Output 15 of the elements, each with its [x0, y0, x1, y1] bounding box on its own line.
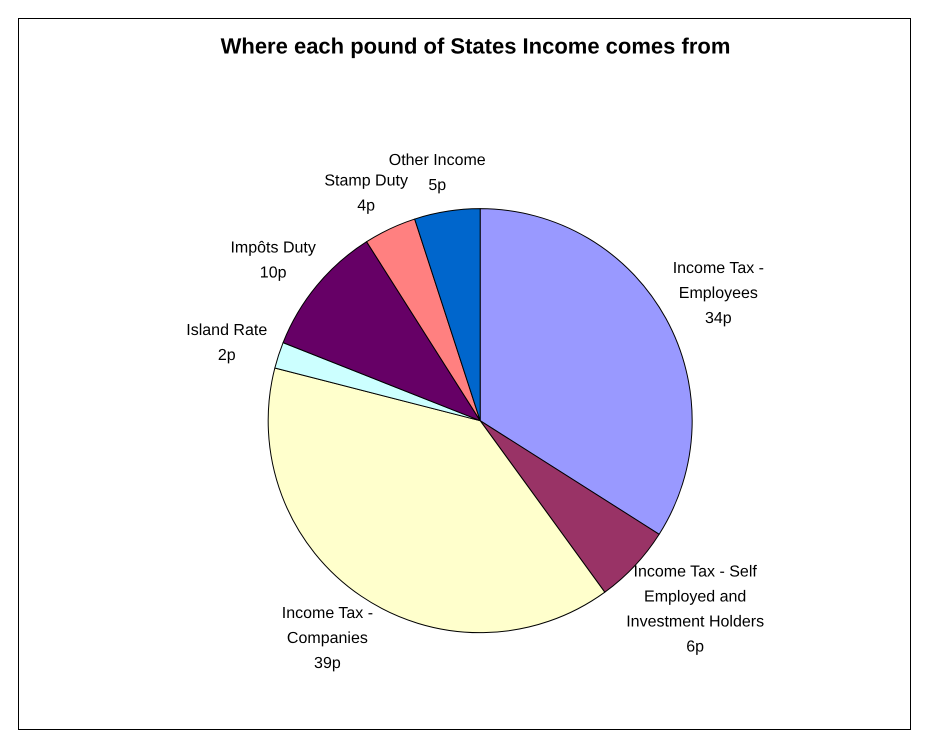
- slice-label: Income Tax - Self Employed and Investment Holders: [626, 564, 764, 631]
- chart-title: Where each pound of States Income comes from: [220, 34, 730, 58]
- data-label: 34p: [704, 310, 732, 328]
- slice-label: Other Income: [388, 152, 486, 169]
- data-label: 6p: [686, 638, 704, 656]
- slice-label: Income Tax - Employees: [672, 260, 764, 302]
- slice-label: Stamp Duty: [324, 172, 408, 190]
- data-label: 5p: [428, 176, 446, 194]
- slice-label: Income Tax - Companies: [282, 605, 374, 648]
- data-label: 2p: [218, 347, 236, 364]
- slice-label: Island Rate: [186, 322, 268, 340]
- data-label: 39p: [314, 655, 341, 672]
- slice-label: Impôts Duty: [230, 240, 316, 257]
- data-label: 10p: [260, 264, 287, 282]
- data-label: 4p: [357, 198, 376, 215]
